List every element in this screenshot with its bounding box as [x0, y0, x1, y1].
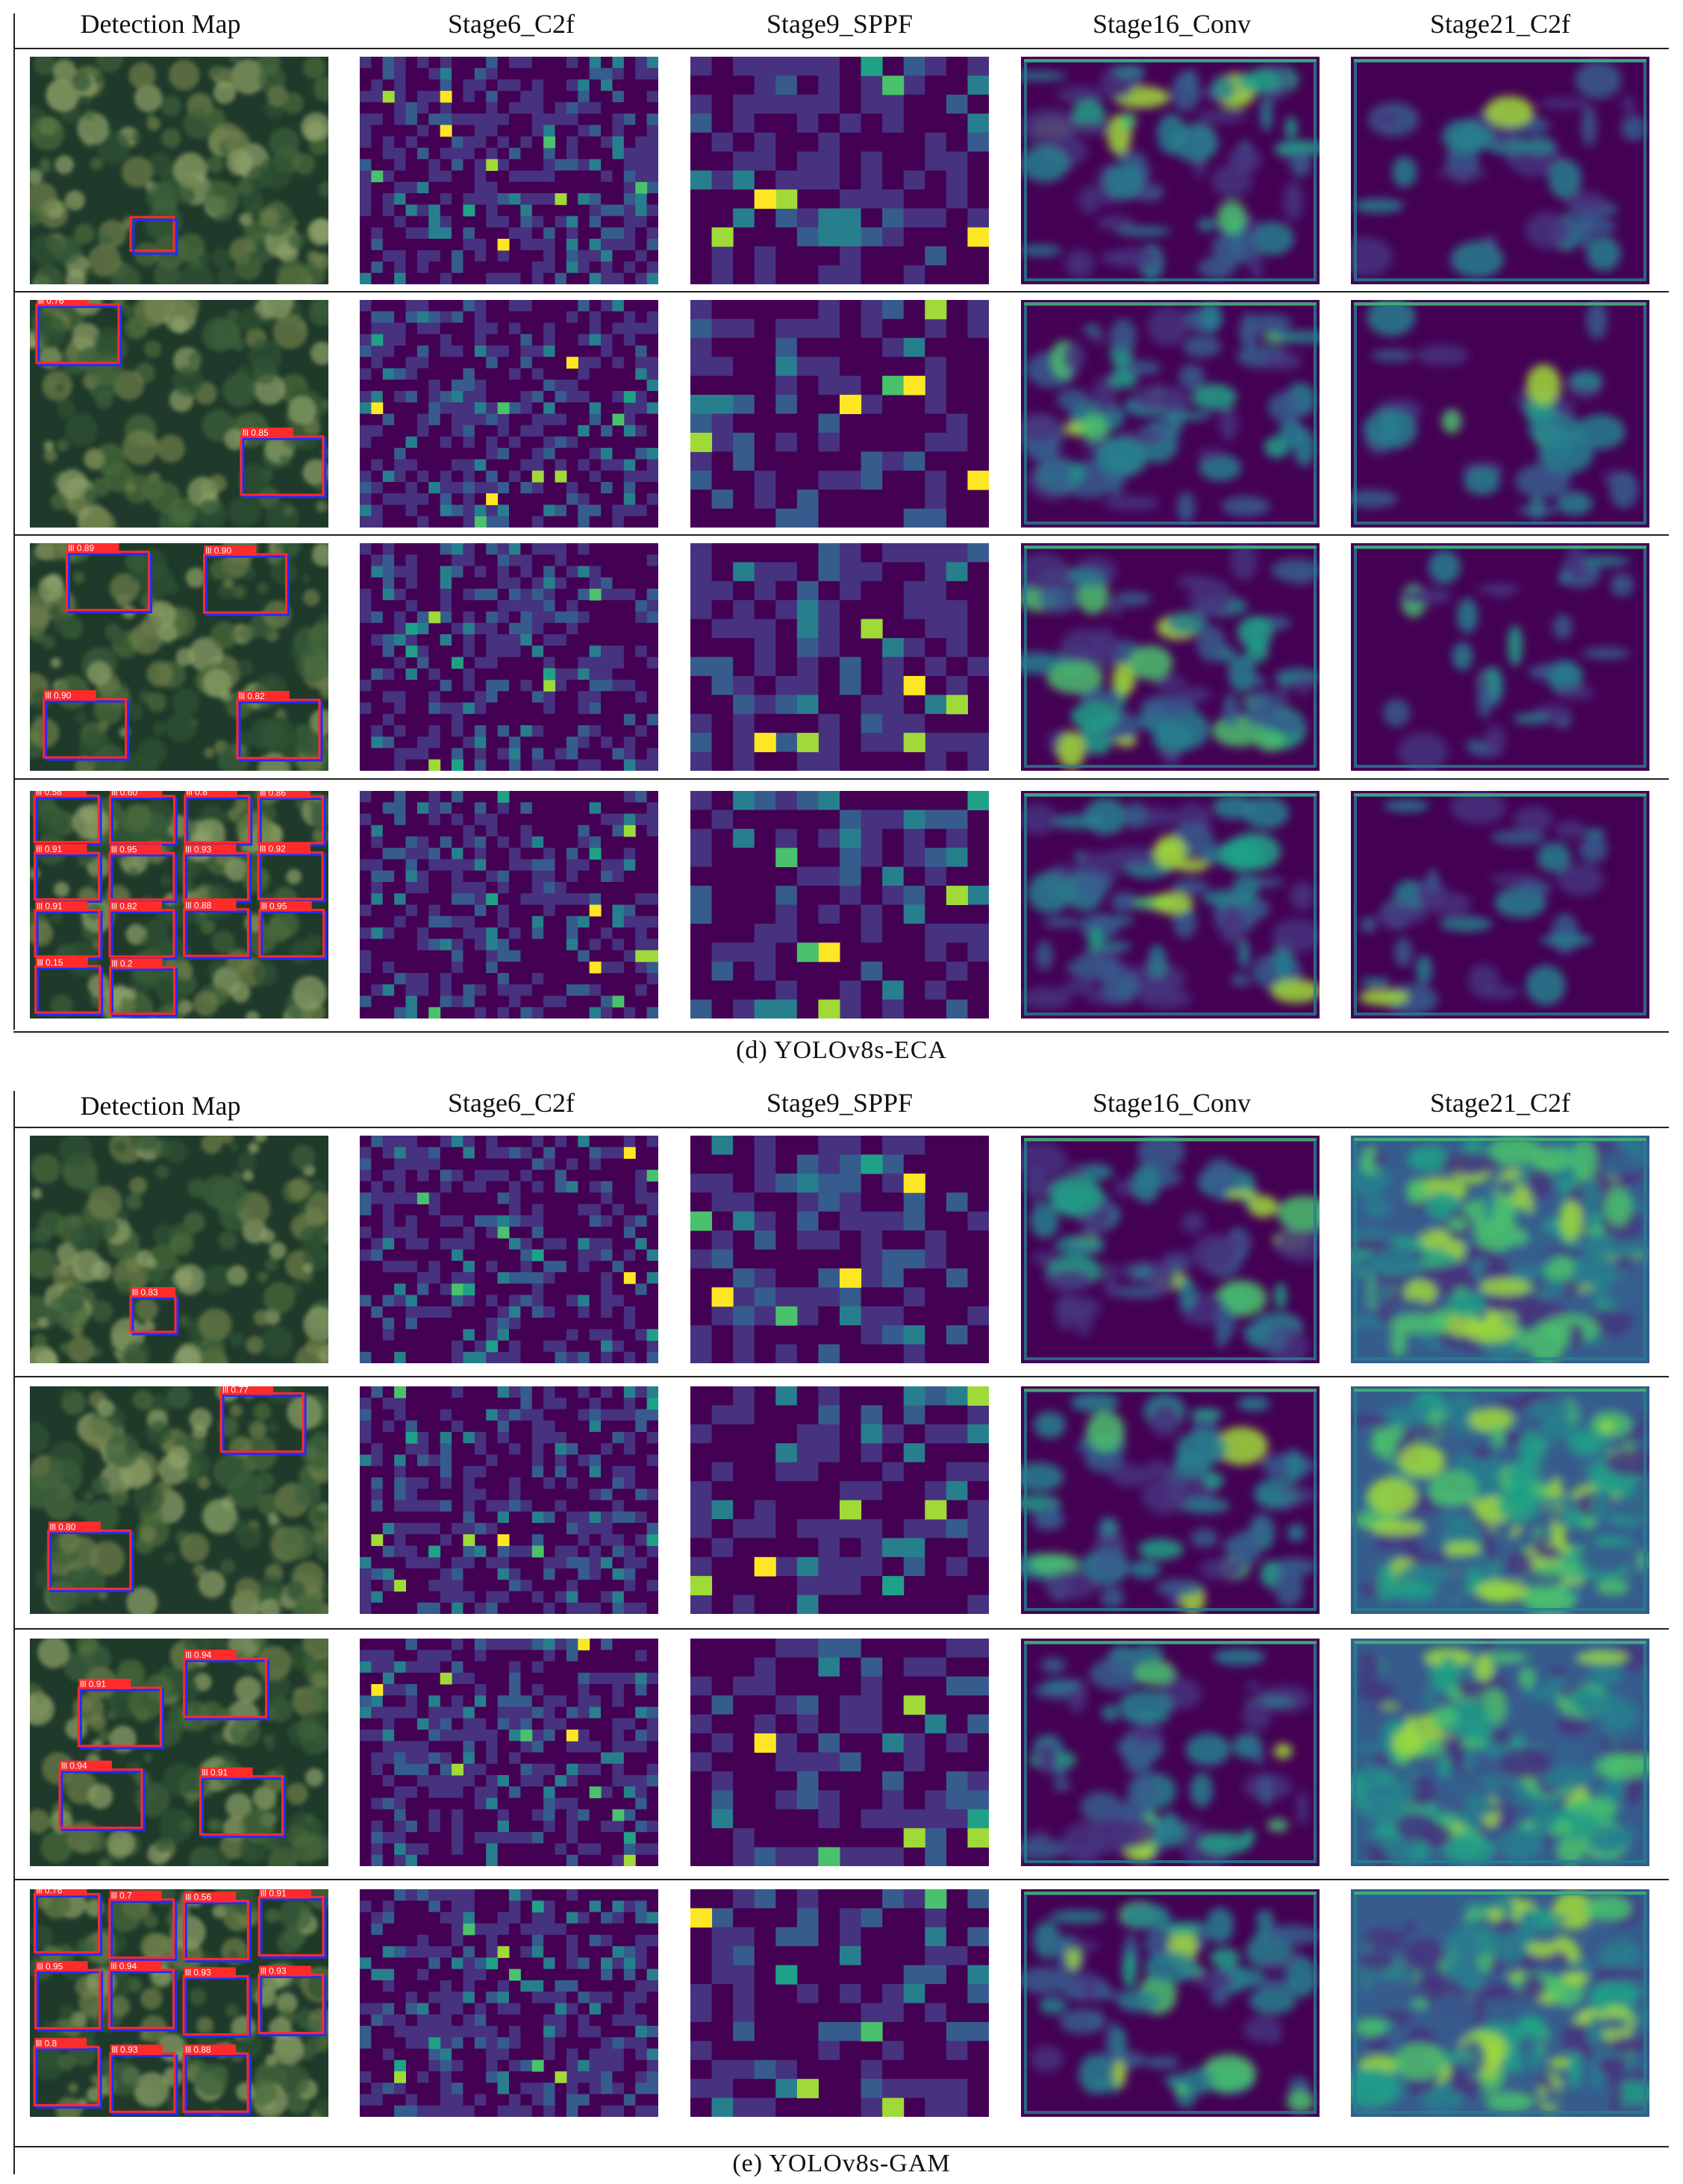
stage16-conv-feature-map	[1021, 57, 1320, 284]
detection-map-image	[30, 57, 328, 284]
stage6-c2f-feature-map	[360, 543, 658, 771]
row-divider	[13, 2146, 1669, 2147]
detection-map-image: lll 0.83	[30, 1136, 328, 1363]
column-header-detection-map: Detection Map	[80, 9, 241, 39]
svg-text:lll 0.88: lll 0.88	[186, 901, 212, 911]
stage6-c2f-feature-map	[360, 57, 658, 284]
column-header-stage9-sppf: Stage9_SPPF	[766, 9, 914, 39]
row-divider	[13, 1879, 1669, 1880]
row-divider	[13, 1031, 1669, 1033]
column-header-stage16-conv: Stage16_Conv	[1093, 9, 1251, 39]
stage21-c2f-feature-map	[1351, 1889, 1649, 2117]
stage21-c2f-feature-map	[1351, 1386, 1649, 1614]
svg-text:lll 0.95: lll 0.95	[261, 901, 287, 912]
stage9-sppf-feature-map	[690, 57, 989, 284]
svg-text:lll 0.85: lll 0.85	[243, 428, 269, 438]
column-header-stage9-sppf: Stage9_SPPF	[766, 1088, 914, 1118]
svg-text:lll 0.90: lll 0.90	[46, 690, 72, 701]
stage16-conv-feature-map	[1021, 1136, 1320, 1363]
svg-text:lll 0.92: lll 0.92	[260, 844, 286, 854]
detection-map-image: lll 0.89 lll 0.90 lll 0.90 lll 0.82	[30, 543, 328, 771]
panel-e-left-border	[13, 1091, 15, 2174]
column-header-stage6-c2f: Stage6_C2f	[448, 1088, 575, 1118]
stage21-c2f-feature-map	[1351, 1136, 1649, 1363]
column-header-stage16-conv: Stage16_Conv	[1093, 1088, 1251, 1118]
stage21-c2f-feature-map	[1351, 1639, 1649, 1866]
header-divider	[13, 1127, 1669, 1128]
svg-text:lll 0.60: lll 0.60	[111, 791, 137, 798]
detection-map-image: lll 0.80 lll 0.77	[30, 1386, 328, 1614]
svg-text:lll 0.90: lll 0.90	[205, 545, 231, 556]
row-divider	[13, 778, 1669, 780]
stage9-sppf-feature-map	[690, 1136, 989, 1363]
stage9-sppf-feature-map	[690, 1386, 989, 1614]
svg-text:lll 0.93: lll 0.93	[186, 844, 212, 854]
row-divider	[13, 291, 1669, 292]
svg-text:lll 0.15: lll 0.15	[37, 957, 63, 968]
stage6-c2f-feature-map	[360, 1889, 658, 2117]
svg-text:lll 0.82: lll 0.82	[111, 901, 137, 912]
svg-text:lll 0.95: lll 0.95	[111, 844, 137, 854]
panel-caption: (d) YOLOv8s-ECA	[736, 1036, 947, 1064]
stage16-conv-feature-map	[1021, 791, 1320, 1019]
svg-text:lll 0.91: lll 0.91	[37, 901, 63, 912]
stage6-c2f-feature-map	[360, 791, 658, 1019]
stage9-sppf-feature-map	[690, 1889, 989, 2117]
stage16-conv-feature-map	[1021, 543, 1320, 771]
row-divider	[13, 534, 1669, 536]
detection-map-image: lll 0.58 lll 0.60 lll 0.8 lll 0.86 lll 0.91 l…	[30, 791, 328, 1019]
header-divider	[13, 48, 1669, 49]
svg-text:lll 0.2: lll 0.2	[112, 958, 133, 969]
stage6-c2f-feature-map	[360, 300, 658, 528]
column-header-detection-map: Detection Map	[80, 1091, 241, 1121]
svg-text:lll 0.76: lll 0.76	[38, 300, 64, 306]
detection-map-image: lll 0.76 lll 0.85	[30, 300, 328, 528]
stage9-sppf-feature-map	[690, 1639, 989, 1866]
detection-map-image: lll 0.76 lll 0.7 lll 0.56 lll 0.91 lll 0.95 l…	[30, 1889, 328, 2117]
svg-text:lll 0.91: lll 0.91	[37, 844, 63, 854]
column-header-stage6-c2f: Stage6_C2f	[448, 9, 575, 39]
stage21-c2f-feature-map	[1351, 57, 1649, 284]
stage9-sppf-feature-map	[690, 791, 989, 1019]
stage16-conv-feature-map	[1021, 300, 1320, 528]
stage16-conv-feature-map	[1021, 1386, 1320, 1614]
svg-text:lll 0.83: lll 0.83	[132, 1287, 158, 1298]
column-header-stage21-c2f: Stage21_C2f	[1430, 1088, 1570, 1118]
stage6-c2f-feature-map	[360, 1639, 658, 1866]
row-divider	[13, 1376, 1669, 1377]
stage16-conv-feature-map	[1021, 1889, 1320, 2117]
svg-text:lll 0.86: lll 0.86	[260, 791, 286, 798]
row-divider	[13, 1628, 1669, 1630]
panel-caption: (e) YOLOv8s-GAM	[732, 2150, 951, 2177]
svg-text:lll 0.58: lll 0.58	[36, 791, 62, 797]
stage21-c2f-feature-map	[1351, 791, 1649, 1019]
panel-d-left-border	[13, 13, 15, 1030]
stage6-c2f-feature-map	[360, 1386, 658, 1614]
svg-text:lll 0.8: lll 0.8	[187, 791, 207, 798]
stage9-sppf-feature-map	[690, 300, 989, 528]
svg-text:lll 0.82: lll 0.82	[239, 691, 265, 701]
column-header-stage21-c2f: Stage21_C2f	[1430, 9, 1570, 39]
detection-map-image: lll 0.91 lll 0.94 lll 0.94 lll 0.91	[30, 1639, 328, 1866]
stage6-c2f-feature-map	[360, 1136, 658, 1363]
stage21-c2f-feature-map	[1351, 300, 1649, 528]
stage16-conv-feature-map	[1021, 1639, 1320, 1866]
svg-text:lll 0.89: lll 0.89	[68, 543, 94, 553]
stage9-sppf-feature-map	[690, 543, 989, 771]
stage21-c2f-feature-map	[1351, 543, 1649, 771]
